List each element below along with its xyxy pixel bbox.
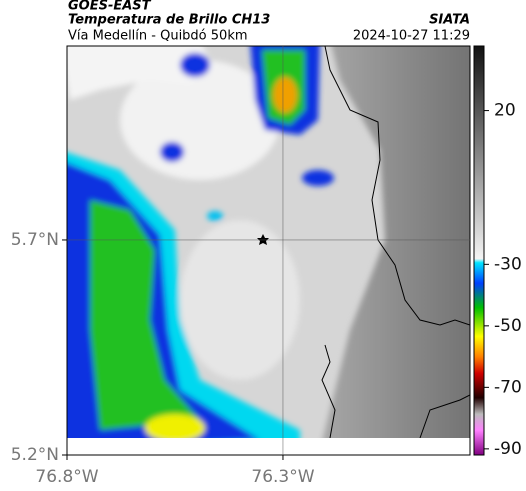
x-tick-label: 76.3°W bbox=[251, 467, 314, 487]
satellite: GOES-EAST bbox=[68, 0, 152, 14]
colorbar-tick-label: -70 bbox=[494, 377, 522, 397]
satellite-image bbox=[67, 46, 470, 438]
route: Vía Medellín - Quibdó 50km bbox=[68, 29, 248, 44]
colorbar bbox=[473, 45, 485, 456]
colorbar-tick-label: -30 bbox=[494, 254, 522, 274]
source: SIATA bbox=[429, 13, 470, 28]
x-tick-label: 76.8°W bbox=[35, 467, 98, 487]
y-tick-label: 5.7°N bbox=[11, 230, 59, 250]
colorbar-tick-label: -50 bbox=[494, 316, 522, 336]
datetime: 2024-10-27 11:29 bbox=[353, 29, 470, 44]
product: Temperatura de Brillo CH13 bbox=[68, 13, 270, 28]
star-marker bbox=[257, 234, 269, 245]
colorbar-tick-label: 20 bbox=[494, 101, 516, 121]
map-frame bbox=[66, 45, 471, 456]
colorbar-tick-label: -90 bbox=[494, 439, 522, 459]
y-tick-label: 5.2°N bbox=[11, 445, 59, 465]
